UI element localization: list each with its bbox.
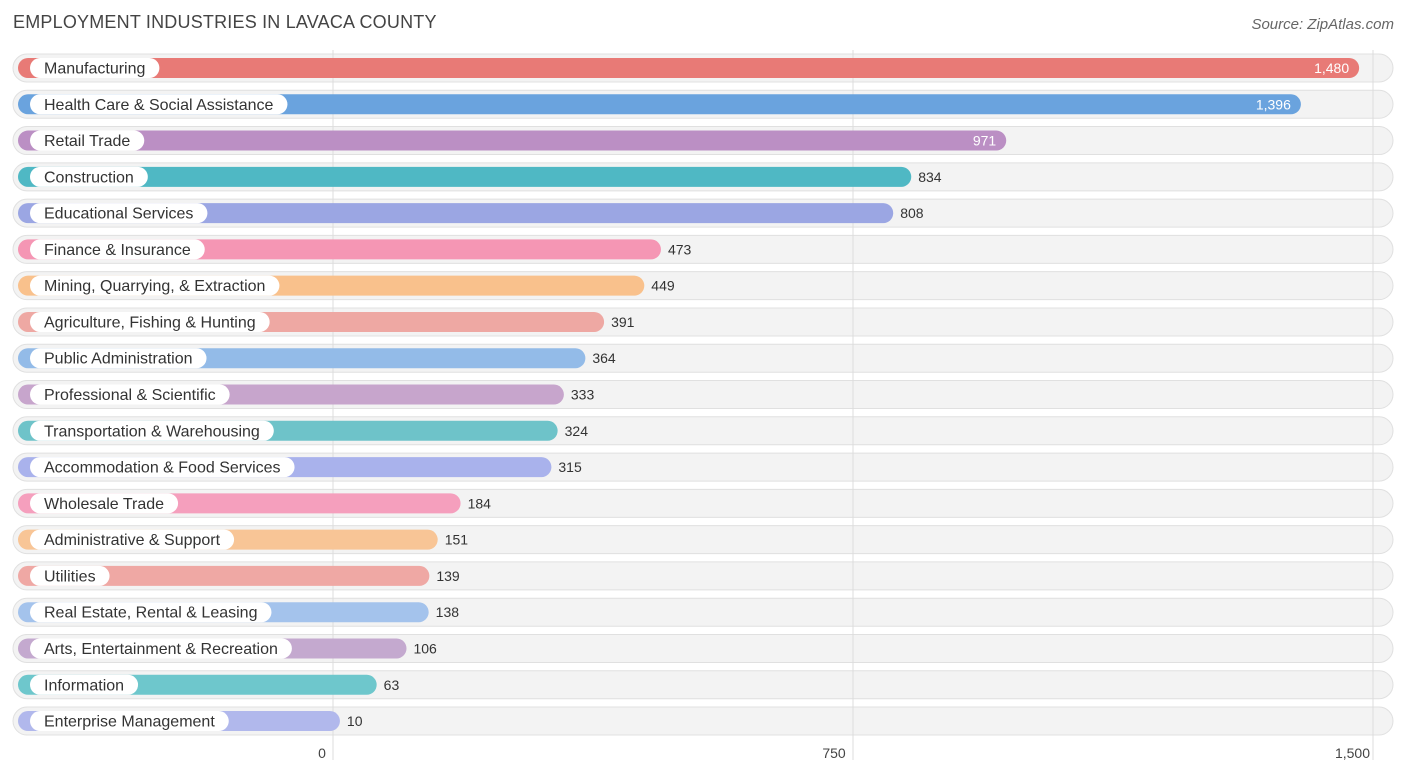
bar-row: Administrative & Support 151 [18, 529, 469, 550]
category-label: Wholesale Trade [44, 496, 164, 513]
bar-row: Arts, Entertainment & Recreation 106 [18, 638, 437, 659]
bar-row: Wholesale Trade 184 [18, 493, 492, 514]
category-label-pill [30, 94, 288, 115]
category-label-pill [30, 58, 160, 78]
bar-row: Public Administration 364 [18, 348, 616, 369]
x-tick-label: 1,500 [1335, 745, 1370, 761]
bar-row: Transportation & Warehousing 324 [18, 420, 589, 441]
category-label-pill [30, 674, 139, 695]
category-label-pill [30, 130, 145, 151]
category-label-pill [30, 457, 295, 478]
value-label: 971 [973, 133, 997, 149]
category-label: Arts, Entertainment & Recreation [44, 641, 278, 658]
bar-row: Retail Trade 971 [18, 130, 1007, 151]
value-label: 324 [565, 423, 589, 439]
value-label: 10 [347, 713, 363, 729]
value-label: 63 [384, 677, 400, 693]
value-label: 139 [436, 568, 460, 584]
category-label: Administrative & Support [44, 532, 221, 549]
category-label-pill [30, 420, 274, 441]
bar [18, 130, 1007, 151]
category-label-pill [30, 203, 208, 224]
bar [18, 58, 1360, 78]
bar-row: Health Care & Social Assistance 1,396 [18, 94, 1301, 115]
category-label-pill [30, 638, 292, 659]
bar-row: Real Estate, Rental & Leasing 138 [18, 602, 460, 623]
value-label: 138 [436, 604, 460, 620]
value-label: 184 [468, 495, 492, 511]
category-label: Retail Trade [44, 133, 130, 150]
category-label-pill [30, 384, 230, 405]
category-label: Utilities [44, 568, 96, 585]
category-label: Professional & Scientific [44, 387, 216, 404]
category-label: Accommodation & Food Services [44, 460, 281, 477]
value-label: 808 [900, 205, 924, 221]
bar-row: Finance & Insurance 473 [18, 239, 692, 260]
value-label: 333 [571, 387, 595, 403]
bars: Manufacturing 1,480 Health Care & Social A… [18, 58, 1360, 732]
bar-row: Information 63 [18, 674, 400, 695]
category-label: Educational Services [44, 206, 193, 223]
category-label: Manufacturing [44, 61, 145, 78]
value-label: 315 [558, 459, 582, 475]
value-label: 473 [668, 241, 692, 257]
value-label: 1,396 [1256, 96, 1291, 112]
category-label-pill [30, 166, 148, 187]
category-label: Real Estate, Rental & Leasing [44, 605, 257, 622]
category-label: Information [44, 677, 124, 694]
bar-row: Mining, Quarrying, & Extraction 449 [18, 275, 675, 296]
bar-row: Construction 834 [18, 166, 942, 187]
row-background [12, 706, 1394, 736]
bar-row: Accommodation & Food Services 315 [18, 457, 582, 478]
bar-row: Professional & Scientific 333 [18, 384, 595, 405]
chart-title: EMPLOYMENT INDUSTRIES IN LAVACA COUNTY [13, 12, 437, 32]
category-label: Enterprise Management [44, 714, 215, 731]
category-label-pill [30, 348, 207, 369]
category-label: Health Care & Social Assistance [44, 97, 274, 114]
bar-row: Manufacturing 1,480 [18, 58, 1360, 78]
category-label-pill [30, 239, 205, 260]
chart-source: Source: ZipAtlas.com [1251, 16, 1394, 33]
category-label: Finance & Insurance [44, 242, 191, 259]
bar-row: Enterprise Management 10 [18, 711, 363, 732]
value-label: 449 [651, 278, 675, 294]
category-label-pill [30, 275, 280, 296]
category-label-pill [30, 602, 272, 623]
bar-row: Educational Services 808 [18, 203, 924, 224]
bar [18, 565, 430, 586]
value-label: 834 [918, 169, 942, 185]
category-label: Mining, Quarrying, & Extraction [44, 278, 265, 295]
category-label: Construction [44, 169, 134, 186]
bar [18, 166, 912, 187]
category-label: Agriculture, Fishing & Hunting [44, 314, 256, 331]
x-axis-ticks: 0 750 1,500 [318, 745, 1370, 761]
x-tick-label: 0 [318, 745, 326, 761]
value-label: 1,480 [1314, 60, 1349, 76]
category-label: Public Administration [44, 351, 193, 368]
category-label-pill [30, 311, 270, 332]
bar-row: Utilities 139 [18, 565, 460, 586]
x-tick-label: 750 [822, 745, 846, 761]
value-label: 106 [413, 640, 437, 656]
category-label: Transportation & Warehousing [44, 423, 260, 440]
value-label: 151 [445, 532, 469, 548]
category-label-pill [30, 711, 229, 732]
category-label-pill [30, 565, 110, 586]
bar [18, 203, 894, 224]
bar [18, 94, 1301, 115]
value-label: 364 [592, 350, 616, 366]
bar-row: Agriculture, Fishing & Hunting 391 [18, 311, 635, 332]
category-label-pill [30, 529, 235, 550]
value-label: 391 [611, 314, 635, 330]
category-label-pill [30, 493, 179, 514]
